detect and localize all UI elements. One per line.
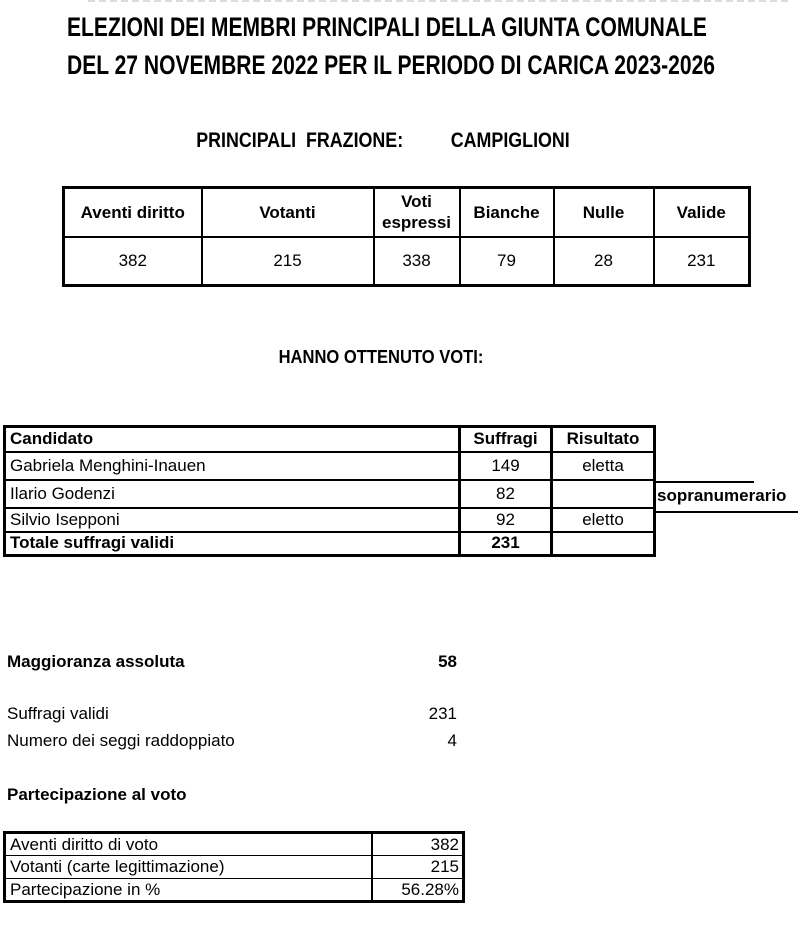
total-result xyxy=(550,530,656,557)
value-aventi-diritto: 382 xyxy=(62,235,203,287)
candidate-name: Ilario Godenzi xyxy=(3,478,461,509)
participation-row: Votanti (carte legittimazione) 215 xyxy=(3,855,465,879)
stat-row-maggioranza: Maggioranza assoluta 58 xyxy=(7,652,457,672)
candidate-row: Gabriela Menghini-Inauen 149 eletta xyxy=(3,450,656,481)
candidate-row: Ilario Godenzi 82 xyxy=(3,478,656,509)
candidate-result xyxy=(550,478,656,509)
header-nulle: Nulle xyxy=(552,186,655,238)
header-suffragi: Suffragi xyxy=(458,425,553,453)
header-votanti: Votanti xyxy=(200,186,375,238)
total-row: Totale suffragi validi 231 xyxy=(3,530,656,557)
frazione-heading: PRINCIPALI FRAZIONE: CAMPIGLIONI xyxy=(43,129,723,153)
candidate-results-table: Candidato Suffragi Risultato Gabriela Me… xyxy=(3,425,656,557)
candidate-row: Silvio Isepponi 92 eletto xyxy=(3,506,656,533)
sopranumerario-annotation: sopranumerario xyxy=(657,486,787,505)
stat-row-seggi-raddoppiato: Numero dei seggi raddoppiato 4 xyxy=(7,731,457,751)
value-bianche: 79 xyxy=(458,235,555,287)
participation-value: 56.28% xyxy=(370,878,465,902)
results-header-row: Candidato Suffragi Risultato xyxy=(3,425,656,453)
participation-label: Aventi diritto di voto xyxy=(3,832,373,856)
candidate-name: Silvio Isepponi xyxy=(3,506,461,533)
stat-label: Numero dei seggi raddoppiato xyxy=(7,731,235,750)
participation-label: Partecipazione in % xyxy=(3,878,373,902)
header-voti-espressi: Voti espressi xyxy=(372,186,461,238)
total-label: Totale suffragi validi xyxy=(3,530,461,557)
votes-heading: HANNO OTTENUTO VOTI: xyxy=(278,347,484,367)
stat-label: Maggioranza assoluta xyxy=(7,652,185,671)
candidate-votes: 82 xyxy=(458,478,553,509)
participation-value: 382 xyxy=(370,832,465,856)
header-valide: Valide xyxy=(652,186,751,238)
header-aventi-diritto: Aventi diritto xyxy=(62,186,203,238)
annotation-rule-bottom xyxy=(653,511,798,513)
page-title-line1: ELEZIONI DEI MEMBRI PRINCIPALI DELLA GIU… xyxy=(67,12,707,42)
ballot-summary-value-row: 382 215 338 79 28 231 xyxy=(62,235,751,287)
stat-row-suffragi-validi: Suffragi validi 231 xyxy=(7,704,457,724)
candidate-votes: 92 xyxy=(458,506,553,533)
page-title: ELEZIONI DEI MEMBRI PRINCIPALI DELLA GIU… xyxy=(67,8,716,84)
ballot-summary-table: Aventi diritto Votanti Voti espressi Bia… xyxy=(62,186,751,287)
page-title-line2: DEL 27 NOVEMBRE 2022 PER IL PERIODO DI C… xyxy=(67,50,716,80)
participation-table: Aventi diritto di voto 382 Votanti (cart… xyxy=(3,831,465,903)
candidate-result: eletta xyxy=(550,450,656,481)
header-bianche: Bianche xyxy=(458,186,555,238)
value-nulle: 28 xyxy=(552,235,655,287)
stat-value: 4 xyxy=(447,731,457,750)
frazione-value: CAMPIGLIONI xyxy=(450,129,570,152)
stat-value: 58 xyxy=(438,652,457,671)
participation-row: Partecipazione in % 56.28% xyxy=(3,878,465,902)
participation-value: 215 xyxy=(370,855,465,879)
participation-row: Aventi diritto di voto 382 xyxy=(3,832,465,856)
frazione-label: PRINCIPALI FRAZIONE: xyxy=(196,129,404,152)
scan-edge-artifact xyxy=(88,0,788,2)
ballot-summary-header-row: Aventi diritto Votanti Voti espressi Bia… xyxy=(62,186,751,238)
participation-label: Votanti (carte legittimazione) xyxy=(3,855,373,879)
total-votes: 231 xyxy=(458,530,553,557)
participation-heading: Partecipazione al voto xyxy=(7,785,187,804)
annotation-rule-top xyxy=(653,481,754,483)
candidate-result: eletto xyxy=(550,506,656,533)
value-valide: 231 xyxy=(652,235,751,287)
header-candidato: Candidato xyxy=(3,425,461,453)
candidate-votes: 149 xyxy=(458,450,553,481)
stat-label: Suffragi validi xyxy=(7,704,109,723)
candidate-name: Gabriela Menghini-Inauen xyxy=(3,450,461,481)
value-voti-espressi: 338 xyxy=(372,235,461,287)
header-risultato: Risultato xyxy=(550,425,656,453)
value-votanti: 215 xyxy=(200,235,375,287)
stat-value: 231 xyxy=(428,704,457,723)
